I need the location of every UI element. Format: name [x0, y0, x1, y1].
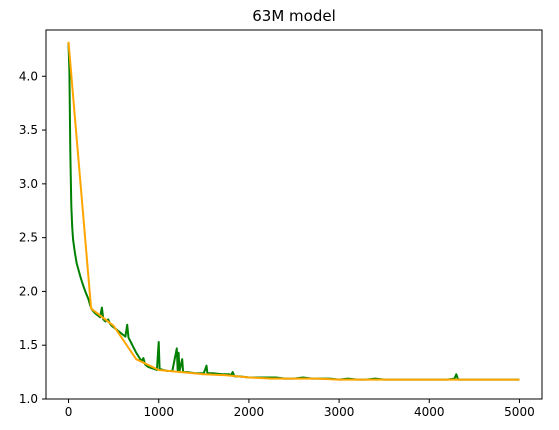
y-tick-label: 2.5 — [19, 231, 38, 245]
y-tick-label: 3.0 — [19, 177, 38, 191]
y-tick-label: 2.0 — [19, 284, 38, 298]
x-tick-label: 1000 — [143, 405, 174, 419]
y-tick-label: 3.5 — [19, 123, 38, 137]
series-line-2 — [69, 42, 520, 380]
plot-frame — [46, 30, 542, 399]
y-tick-label: 1.0 — [19, 392, 38, 406]
y-axis: 1.0 1.5 2.0 2.5 3.0 3.5 4.0 — [19, 69, 46, 406]
x-tick-label: 3000 — [324, 405, 355, 419]
x-axis: 0 1000 2000 3000 4000 5000 — [65, 399, 535, 419]
x-tick-label: 4000 — [414, 405, 445, 419]
x-tick-label: 2000 — [234, 405, 265, 419]
plot-area — [69, 42, 520, 380]
series-line-1 — [69, 43, 520, 380]
y-tick-label: 1.5 — [19, 338, 38, 352]
y-tick-label: 4.0 — [19, 69, 38, 83]
chart-title: 63M model — [252, 7, 336, 25]
x-tick-label: 5000 — [504, 405, 535, 419]
x-tick-label: 0 — [65, 405, 73, 419]
